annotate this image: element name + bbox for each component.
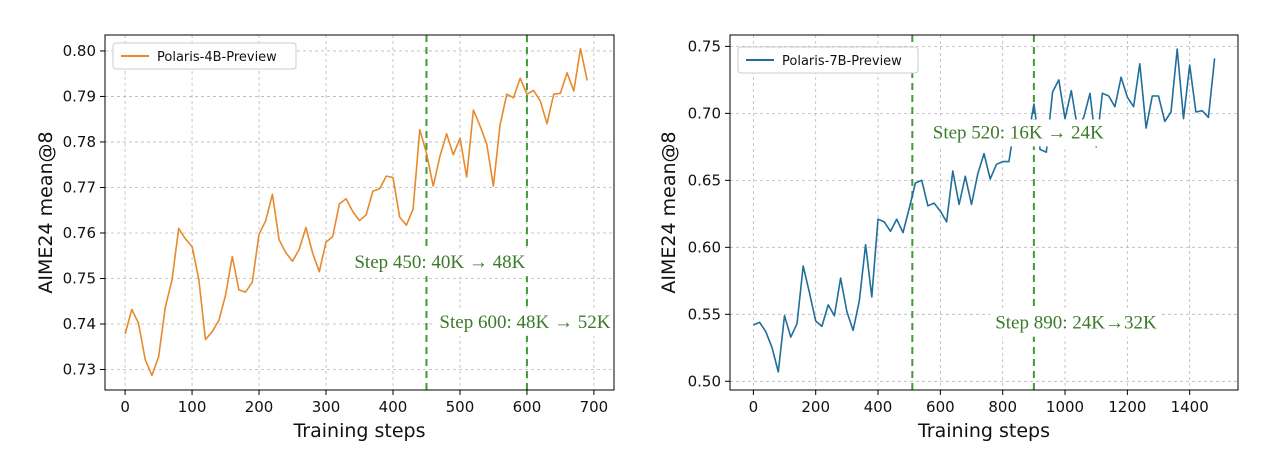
x-tick-label: 0 [120, 398, 130, 416]
y-tick-label: 0.50 [688, 372, 721, 390]
annotation-background [990, 309, 1162, 337]
step-annotation: Step 520: 16K → 24K [933, 122, 1104, 143]
y-tick-label: 0.70 [688, 104, 721, 122]
chart-polaris-4b: 0 100 200 300 400 500 600 700 0.73 0.74 0.75 0.76 0.… [35, 34, 616, 442]
legend-box [112, 42, 297, 70]
y-tick-label: 0.75 [63, 269, 96, 287]
x-tick-label: 400 [379, 398, 408, 416]
x-tick-label: 1200 [1108, 398, 1146, 416]
y-tick-label: 0.80 [63, 42, 96, 60]
x-tick-label: 300 [312, 398, 341, 416]
x-tick-label: 600 [513, 398, 542, 416]
series-line [753, 48, 1216, 373]
y-tick-label: 0.76 [63, 224, 96, 242]
x-tick-label: 1000 [1046, 398, 1084, 416]
x-tick-label: 400 [864, 398, 893, 416]
x-tick-label: 600 [926, 398, 955, 416]
x-tick-label: 800 [988, 398, 1017, 416]
chart-polaris-7b: 0 200 400 600 800 1000 1200 1400 0.50 0.55 0.60 0.6… [658, 34, 1239, 442]
x-tick-label: 0 [749, 398, 759, 416]
x-tick-label: 100 [178, 398, 207, 416]
plot-frame [104, 34, 615, 391]
annotation-background [927, 119, 1110, 147]
x-tick-label: 200 [801, 398, 830, 416]
y-tick-label: 0.55 [688, 305, 721, 323]
y-tick-label: 0.79 [63, 87, 96, 105]
x-tick-label: 700 [580, 398, 609, 416]
step-annotation: Step 600: 48K → 52K [439, 312, 610, 333]
legend-label: Polaris-4B-Preview [157, 50, 277, 65]
x-tick-label: 200 [245, 398, 274, 416]
legend-box [737, 46, 919, 74]
y-tick-label: 0.60 [688, 238, 721, 256]
step-annotation: Step 450: 40K → 48K [354, 252, 525, 273]
x-axis-label: Training steps [917, 420, 1050, 442]
legend-label: Polaris-7B-Preview [782, 54, 902, 69]
y-tick-label: 0.78 [63, 133, 96, 151]
annotation-background [434, 308, 616, 336]
x-tick-label: 1400 [1171, 398, 1209, 416]
step-annotation: Step 890: 24K→32K [995, 313, 1157, 334]
y-tick-label: 0.74 [63, 315, 96, 333]
annotation-background [349, 249, 531, 277]
x-tick-label: 500 [446, 398, 475, 416]
y-axis-label: AIME24 mean@8 [658, 131, 680, 293]
y-tick-label: 0.77 [63, 178, 96, 196]
series-line [124, 47, 588, 377]
y-tick-label: 0.65 [688, 171, 721, 189]
x-axis-label: Training steps [292, 420, 425, 442]
y-tick-label: 0.75 [688, 37, 721, 55]
plot-frame [729, 34, 1239, 391]
y-axis-label: AIME24 mean@8 [35, 131, 57, 293]
y-tick-label: 0.73 [63, 361, 96, 379]
